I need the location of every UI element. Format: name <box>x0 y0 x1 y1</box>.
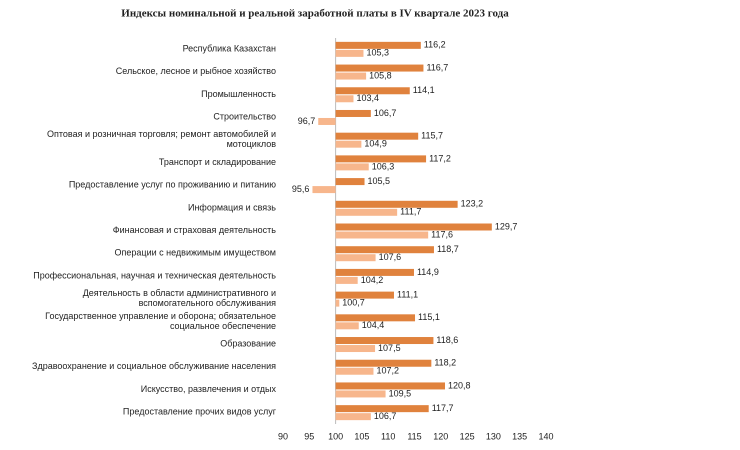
value-label: 129,7 <box>495 221 518 231</box>
y-tick-label: Профессиональная, научная и техническая … <box>33 271 276 281</box>
x-tick-label: 115 <box>407 431 421 441</box>
value-label: 118,2 <box>434 358 456 368</box>
bar <box>335 382 446 390</box>
bar <box>335 390 386 398</box>
bar <box>335 155 427 163</box>
value-label: 96,7 <box>298 116 316 126</box>
bar <box>335 276 358 284</box>
bar <box>335 345 376 353</box>
y-tick-label: Промышленность <box>201 89 276 99</box>
bar <box>335 140 362 148</box>
bar <box>335 49 364 57</box>
bar <box>335 41 421 49</box>
x-tick-label: 135 <box>512 431 527 441</box>
bar <box>312 186 336 194</box>
x-tick-label: 120 <box>433 431 448 441</box>
y-tick-label: Сельское, лесное и рыбное хозяйство <box>116 66 276 76</box>
bar <box>335 163 369 171</box>
value-label: 106,7 <box>374 411 397 421</box>
bar <box>335 246 434 254</box>
bar <box>335 178 365 186</box>
x-tick-label: 95 <box>304 431 314 441</box>
bar <box>335 367 374 375</box>
x-tick-label: 125 <box>460 431 475 441</box>
value-label: 107,2 <box>376 366 399 376</box>
bar <box>335 64 424 72</box>
bar <box>335 200 458 208</box>
y-tick-label: Операции с недвижимым имуществом <box>115 248 276 258</box>
value-label: 105,8 <box>369 70 392 80</box>
value-label: 115,1 <box>418 312 440 322</box>
value-label: 109,5 <box>389 388 412 398</box>
bar <box>335 132 419 140</box>
value-label: 105,5 <box>368 176 391 186</box>
bar <box>335 291 394 299</box>
value-label: 123,2 <box>461 199 484 209</box>
y-tick-label: Оптовая и розничная торговля; ремонт авт… <box>47 130 276 150</box>
value-label: 107,5 <box>378 343 401 353</box>
value-label: 104,4 <box>362 320 385 330</box>
y-tick-label: Республика Казахстан <box>183 44 276 54</box>
bar <box>335 72 367 80</box>
value-label: 105,3 <box>366 48 389 58</box>
x-tick-label: 130 <box>486 431 501 441</box>
x-tick-label: 90 <box>278 431 288 441</box>
y-tick-label: Деятельность в области административного… <box>83 288 276 308</box>
value-label: 117,6 <box>431 229 453 239</box>
value-label: 116,2 <box>424 40 446 50</box>
bar <box>318 117 336 125</box>
bar <box>335 223 492 231</box>
value-label: 104,2 <box>361 275 384 285</box>
y-tick-label: Искусство, развлечения и отдых <box>141 384 277 394</box>
value-label: 107,6 <box>379 252 402 262</box>
x-tick-label: 110 <box>381 431 395 441</box>
value-label: 104,9 <box>364 139 387 149</box>
y-tick-label: Финансовая и страховая деятельность <box>113 225 277 235</box>
value-label: 114,9 <box>417 267 439 277</box>
bar <box>335 299 340 307</box>
bar <box>335 268 414 276</box>
bar <box>335 405 429 413</box>
value-label: 120,8 <box>448 380 471 390</box>
value-label: 116,7 <box>426 62 448 72</box>
y-tick-label: Информация и связь <box>188 203 276 213</box>
bar <box>335 254 376 262</box>
value-label: 95,6 <box>292 184 310 194</box>
x-tick-label: 100 <box>328 431 343 441</box>
y-tick-label: Строительство <box>213 112 276 122</box>
y-tick-label: Здравоохранение и социальное обслуживани… <box>32 362 276 372</box>
value-label: 103,4 <box>356 93 379 103</box>
value-label: 111,1 <box>397 289 418 299</box>
value-label: 100,7 <box>342 297 365 307</box>
value-label: 117,2 <box>429 153 451 163</box>
value-label: 106,3 <box>372 161 395 171</box>
y-tick-label: Государственное управление и оборона; об… <box>45 311 276 331</box>
value-label: 106,7 <box>374 108 397 118</box>
value-label: 118,7 <box>437 244 459 254</box>
value-label: 118,6 <box>436 335 458 345</box>
bar <box>335 314 416 322</box>
bar <box>335 208 398 216</box>
bar <box>335 87 410 95</box>
y-tick-label: Образование <box>220 339 276 349</box>
bar <box>335 109 371 117</box>
value-label: 114,1 <box>413 85 435 95</box>
value-label: 111,7 <box>400 207 421 217</box>
bar <box>335 231 429 239</box>
y-tick-label: Предоставление прочих видов услуг <box>123 407 277 417</box>
chart-title: Индексы номинальной и реальной заработно… <box>121 8 509 20</box>
y-tick-label: Транспорт и складирование <box>159 157 276 167</box>
x-tick-label: 140 <box>538 431 553 441</box>
value-label: 115,7 <box>421 131 443 141</box>
bar <box>335 337 434 345</box>
bar <box>335 413 371 421</box>
y-tick-label: Предоставление услуг по проживанию и пит… <box>69 180 276 190</box>
bar <box>335 95 354 103</box>
value-label: 117,7 <box>432 403 454 413</box>
bar <box>335 322 359 330</box>
x-tick-label: 105 <box>354 431 369 441</box>
bar <box>335 359 432 367</box>
